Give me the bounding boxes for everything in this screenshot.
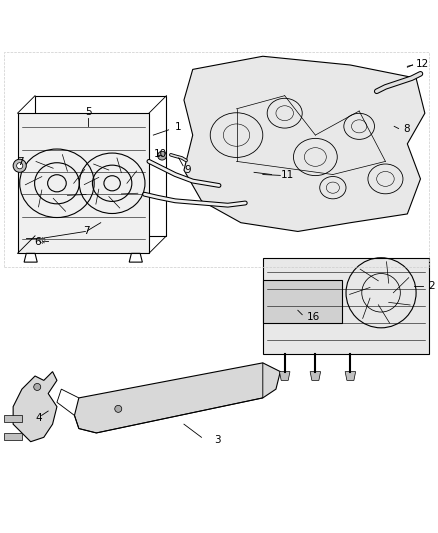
Polygon shape (18, 113, 149, 253)
Polygon shape (263, 280, 342, 324)
Text: 10: 10 (154, 149, 167, 159)
Text: 4: 4 (35, 413, 42, 423)
Circle shape (13, 159, 26, 172)
Text: 11: 11 (280, 171, 293, 180)
Polygon shape (279, 372, 290, 381)
Text: 5: 5 (85, 107, 92, 117)
Text: 3: 3 (215, 434, 221, 445)
Text: 8: 8 (403, 124, 410, 134)
Text: 7: 7 (18, 157, 24, 167)
Polygon shape (4, 433, 22, 440)
Text: 1: 1 (175, 122, 182, 132)
Polygon shape (13, 372, 57, 442)
Polygon shape (74, 363, 280, 433)
Circle shape (34, 383, 41, 391)
Text: 7: 7 (83, 225, 90, 236)
Polygon shape (310, 372, 321, 381)
Circle shape (115, 405, 122, 413)
Polygon shape (184, 56, 425, 231)
Text: ⚙: ⚙ (37, 236, 46, 246)
Text: 16: 16 (307, 312, 320, 322)
Polygon shape (4, 415, 22, 422)
Polygon shape (345, 372, 356, 381)
Circle shape (17, 163, 23, 169)
Circle shape (158, 151, 166, 160)
Text: 9: 9 (185, 165, 191, 175)
Polygon shape (263, 258, 429, 354)
Text: 12: 12 (416, 59, 429, 69)
Text: 2: 2 (428, 281, 435, 291)
Text: 6: 6 (34, 237, 41, 247)
